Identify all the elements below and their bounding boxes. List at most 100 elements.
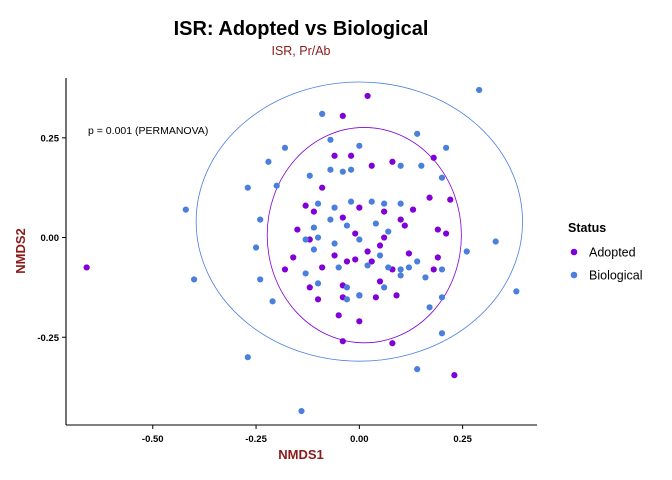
- biological-point: [281, 144, 289, 151]
- adopted-point: [83, 264, 90, 271]
- ellipse-layer: [195, 81, 523, 362]
- adopted-point: [364, 248, 371, 255]
- adopted-point: [397, 216, 404, 223]
- adopted-point: [339, 112, 346, 119]
- adopted-point: [434, 226, 441, 233]
- biological-point: [302, 236, 309, 243]
- adopted-point: [393, 292, 400, 299]
- biological-point: [269, 298, 276, 305]
- biological-point: [418, 162, 425, 169]
- biological-point: [438, 174, 446, 181]
- x-tick-label: -0.25: [245, 434, 267, 445]
- adopted-point: [368, 162, 375, 169]
- adopted-point: [381, 208, 388, 215]
- adopted-point: [339, 338, 346, 345]
- adopted-point: [347, 152, 355, 159]
- biological-point: [319, 110, 326, 117]
- adopted-point: [339, 214, 346, 221]
- adopted-point: [356, 318, 363, 325]
- y-tick-layer: -0.25 0.00 0.25: [37, 133, 66, 344]
- biological-point: [368, 198, 375, 205]
- adopted-point: [319, 264, 326, 271]
- adopted-point: [430, 266, 437, 273]
- biological-point: [347, 198, 355, 205]
- biological-point: [443, 144, 450, 151]
- adopted-point: [281, 266, 289, 273]
- adopted-point: [368, 258, 375, 265]
- biological-point: [397, 162, 404, 169]
- adopted-point: [352, 230, 359, 237]
- chart-subtitle: ISR, Pr/Ab: [271, 44, 330, 58]
- adopted-point: [314, 296, 322, 303]
- permanova-annotation: p = 0.001 (PERMANOVA): [88, 125, 208, 137]
- biological-point: [331, 240, 338, 247]
- adopted-point: [364, 92, 371, 100]
- biological-point: [306, 172, 313, 179]
- points-layer: [83, 86, 520, 415]
- biological-point: [182, 206, 189, 213]
- biological-point: [405, 264, 413, 271]
- x-tick-label: 0.25: [453, 434, 472, 445]
- adopted-point: [310, 208, 317, 215]
- biological-point: [327, 216, 334, 223]
- adopted-point: [430, 154, 437, 161]
- biological-point: [381, 200, 388, 207]
- biological-point: [257, 276, 264, 283]
- biological-point: [422, 274, 429, 281]
- adopted-point: [335, 312, 342, 319]
- biological-point: [438, 266, 446, 273]
- adopted-point: [443, 230, 450, 237]
- adopted-point: [426, 194, 433, 201]
- legend-key-biological: [570, 271, 578, 279]
- adopted-point: [401, 222, 408, 229]
- adopted-point: [447, 196, 454, 203]
- biological-point: [513, 288, 520, 295]
- biological-point: [257, 216, 264, 223]
- biological-point: [314, 200, 322, 207]
- biological-point: [273, 182, 280, 189]
- adopted-point: [376, 278, 384, 285]
- adopted-point: [389, 158, 396, 165]
- biological-point: [335, 264, 342, 271]
- adopted-point: [302, 202, 309, 209]
- biological-point: [314, 234, 322, 241]
- adopted-point: [409, 206, 417, 213]
- adopted-point: [434, 254, 441, 261]
- biological-point: [244, 354, 251, 361]
- adopted-point: [352, 256, 359, 263]
- biological-point: [343, 222, 351, 229]
- biological-point: [356, 236, 363, 243]
- adopted-point: [331, 152, 338, 159]
- adopted-point: [319, 184, 326, 191]
- biological-point: [397, 266, 404, 273]
- adopted-point: [451, 372, 458, 379]
- biological-point: [339, 168, 346, 175]
- adopted-point: [306, 284, 313, 291]
- biological-point: [265, 158, 272, 165]
- biological-point: [356, 292, 363, 299]
- biological-point: [310, 224, 317, 231]
- adopted-point: [343, 258, 351, 265]
- biological-point: [414, 258, 421, 265]
- legend-label-adopted: Adopted: [589, 246, 636, 260]
- adopted-point: [372, 294, 379, 301]
- y-tick-label: 0.25: [41, 133, 60, 144]
- biological-confidence-ellipse: [195, 81, 523, 362]
- biological-point: [476, 86, 483, 94]
- biological-point: [252, 244, 260, 251]
- biological-point: [385, 264, 392, 271]
- legend-label-biological: Biological: [589, 269, 643, 283]
- adopted-point: [405, 250, 413, 257]
- biological-point: [327, 166, 334, 173]
- biological-point: [463, 248, 470, 255]
- biological-point: [190, 276, 198, 283]
- biological-point: [492, 238, 499, 245]
- legend-key-adopted: [570, 248, 578, 256]
- biological-point: [364, 262, 371, 269]
- y-tick-label: 0.00: [41, 233, 60, 244]
- biological-point: [438, 330, 446, 337]
- biological-point: [397, 272, 404, 279]
- biological-point: [414, 366, 421, 373]
- x-tick-label: 0.00: [350, 434, 369, 445]
